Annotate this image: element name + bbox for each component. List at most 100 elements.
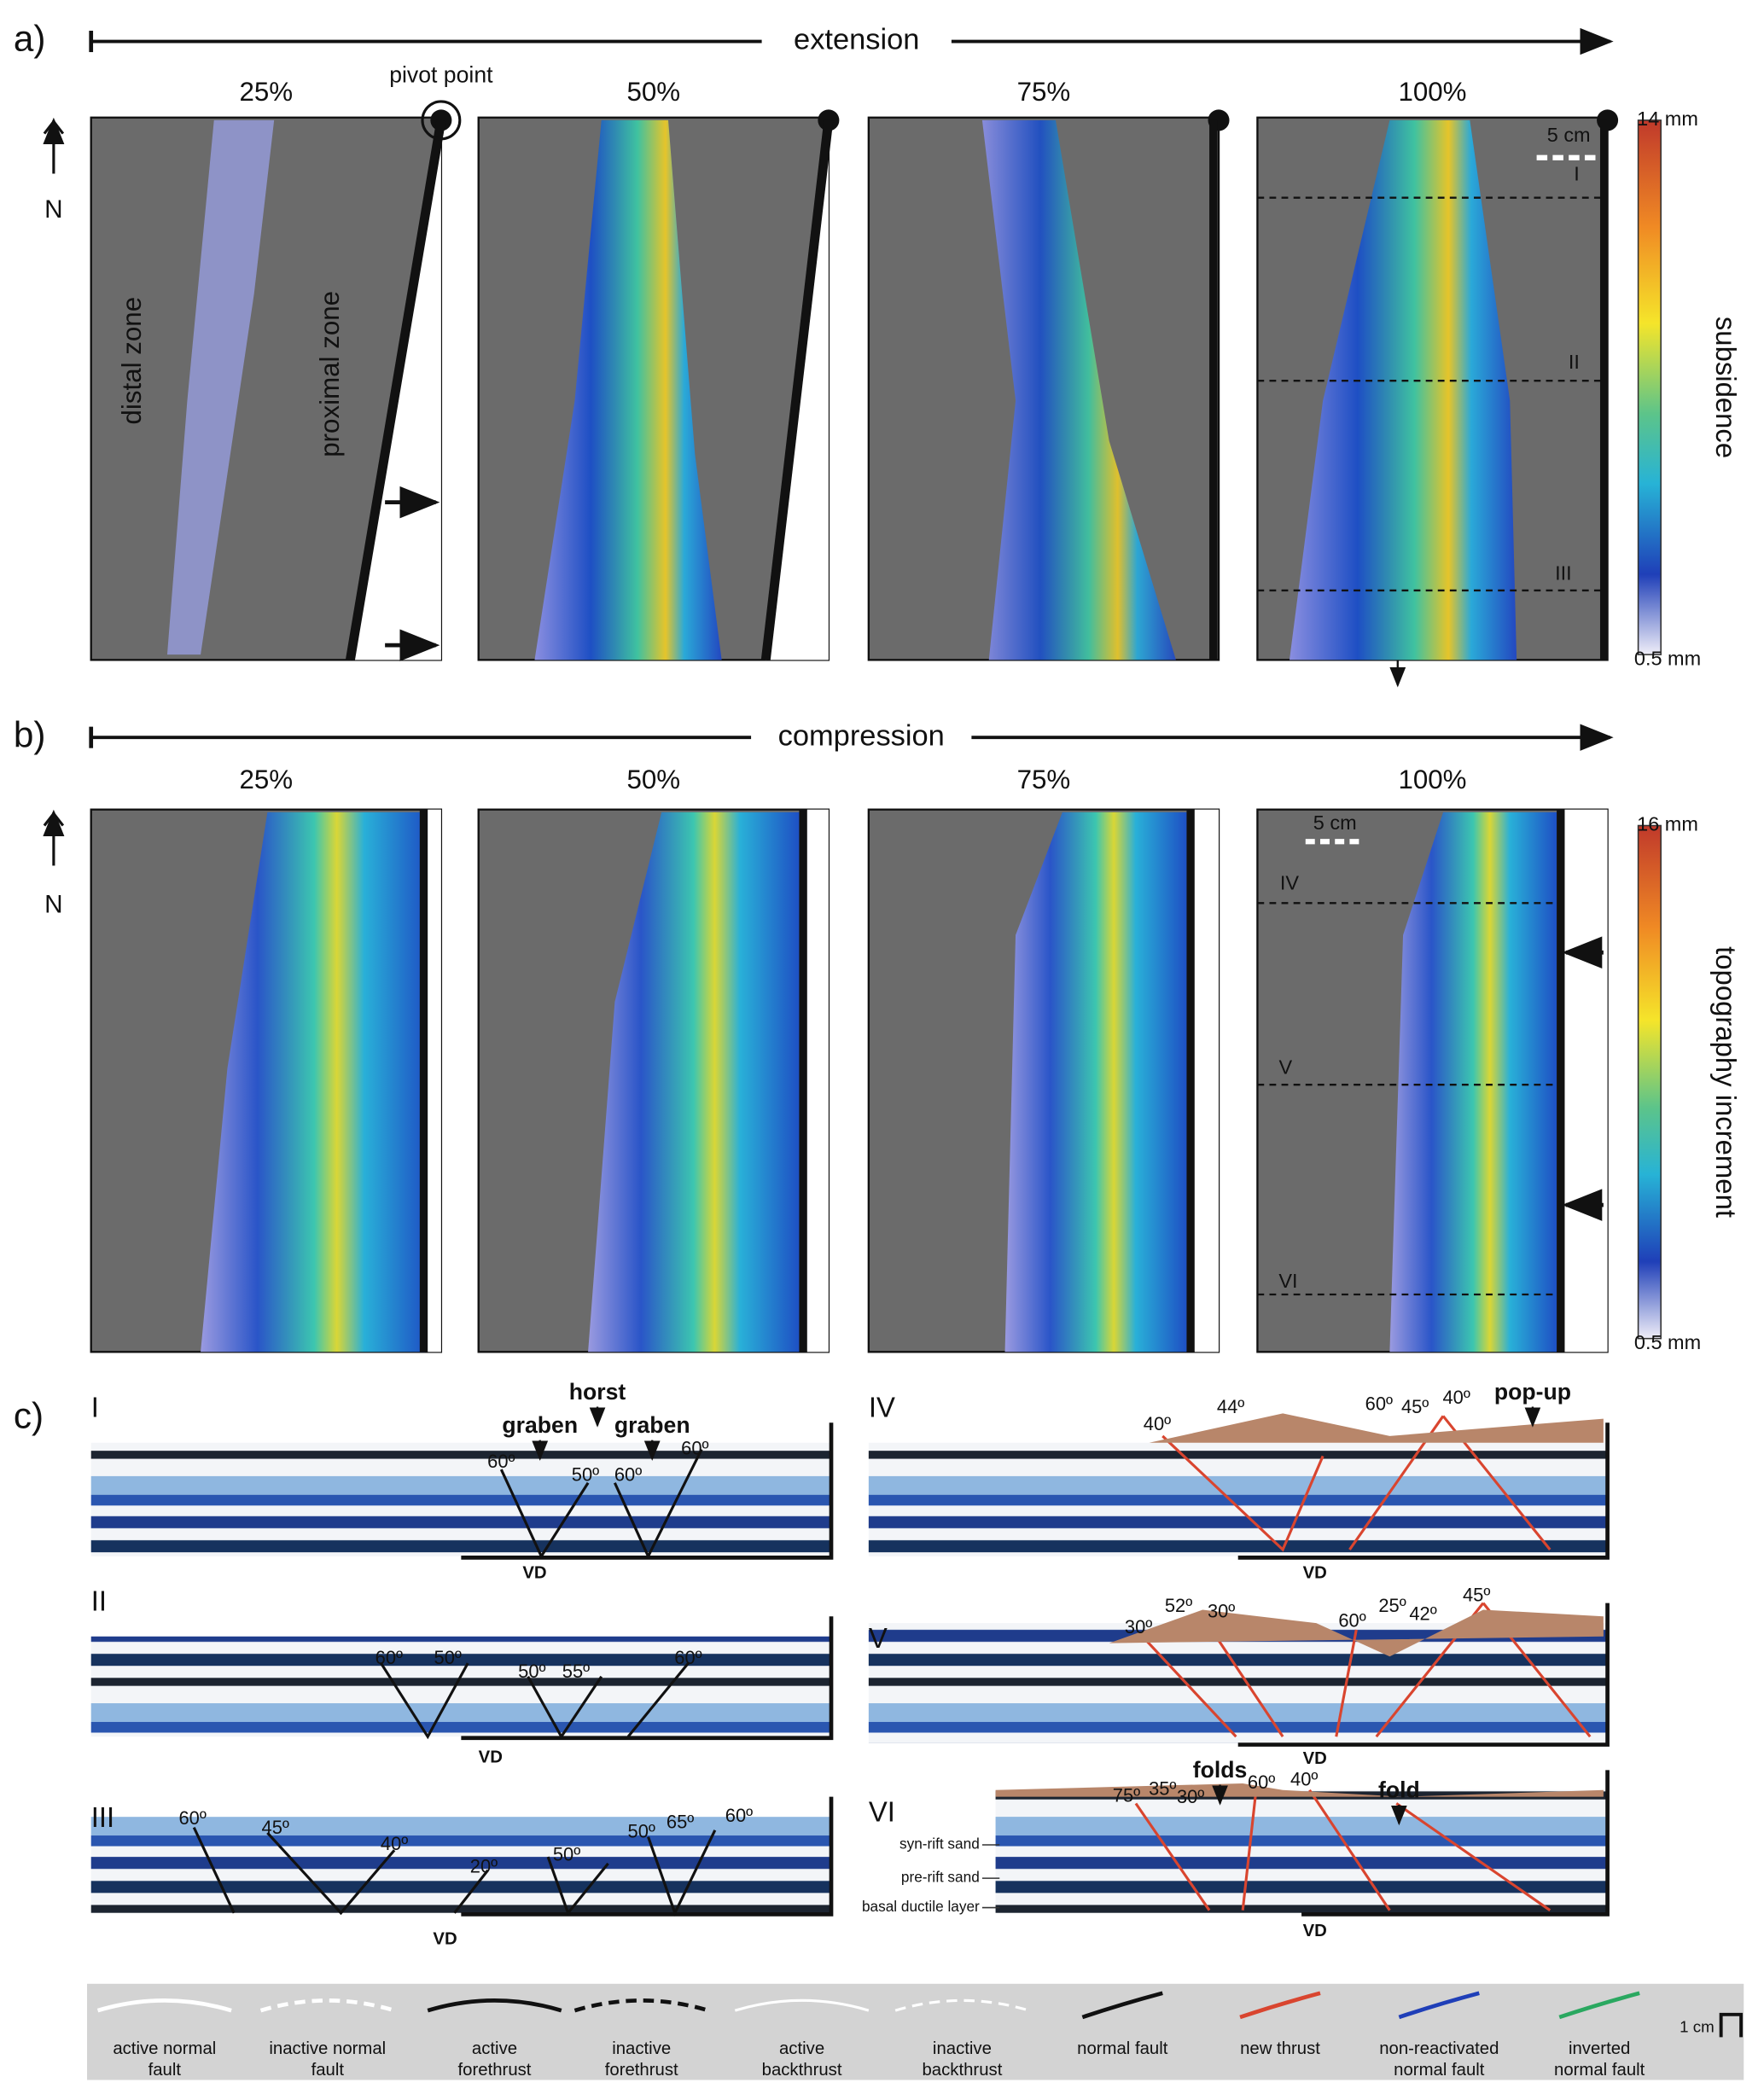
pivot [1597, 109, 1619, 131]
dip-angle: 50º [434, 1647, 462, 1668]
dip-angle: 60º [376, 1647, 403, 1668]
panel-label: b) [14, 714, 46, 754]
colorbar-label: 14 mm [1637, 108, 1698, 130]
colorbar [1637, 824, 1662, 1340]
legend-label: inverted [1569, 2039, 1630, 2058]
legend-label: backthrust [762, 2061, 842, 2080]
legend-label: normal fault [1394, 2061, 1485, 2080]
section-name: III [91, 1801, 114, 1833]
stage-label: 75% [1017, 765, 1071, 794]
uplift [1109, 1609, 1604, 1657]
dip-angle: 50º [628, 1821, 655, 1842]
cross-section [868, 1442, 1608, 1556]
uplift [1149, 1413, 1604, 1443]
fault-trace [1141, 1602, 1592, 1738]
model-frame [461, 1422, 834, 1560]
north-label: N [44, 890, 62, 918]
dip-angle: 20º [470, 1855, 498, 1876]
legend-symbol [1558, 1991, 1640, 2020]
cross-section [90, 1817, 832, 1913]
annotation: graben [614, 1412, 690, 1438]
wall [419, 809, 428, 1352]
subsidence-zone [166, 119, 275, 655]
vd-label: VD [1303, 1564, 1327, 1583]
legend-label: new thrust [1240, 2039, 1320, 2058]
colorbar-title: topography increment [1710, 946, 1742, 1218]
legend-box [87, 1983, 1744, 2080]
stage-label: 50% [626, 765, 680, 794]
section-name: IV [869, 1391, 895, 1422]
section-name: I [91, 1391, 99, 1422]
vd-label: VD [479, 1748, 503, 1767]
model-frame [1237, 1603, 1610, 1747]
legend-label: active [472, 2039, 517, 2058]
dip-angle: 52º [1165, 1595, 1192, 1616]
dip-angle: 55º [562, 1661, 590, 1682]
cross-section [90, 1636, 832, 1737]
plate [428, 809, 441, 1352]
dip-angle: 60º [1365, 1393, 1393, 1415]
legend-symbol [1081, 1991, 1163, 2020]
legend-label: inactive normal [269, 2039, 386, 2058]
dip-angle: 60º [674, 1647, 702, 1668]
topography-zone [1389, 811, 1557, 1352]
stage-label: 25% [239, 765, 293, 794]
section-name: VI [869, 1796, 895, 1828]
fault-trace [380, 1662, 690, 1740]
dip-angle: 50º [518, 1661, 545, 1682]
model-frame [1237, 1422, 1610, 1560]
annotation: fold [1378, 1777, 1420, 1802]
wall [1557, 809, 1565, 1352]
annotation: graben [502, 1412, 578, 1438]
plate [1194, 809, 1220, 1352]
legend-symbol [96, 1998, 232, 2013]
wall [346, 119, 446, 661]
dip-angle: 75º [1113, 1784, 1140, 1806]
north-arrow [43, 811, 65, 827]
north-arrow [43, 119, 65, 135]
colorbar [1637, 119, 1662, 655]
legend-symbol [1239, 1991, 1321, 2020]
dip-angle: 50º [572, 1464, 599, 1486]
fault-trace [499, 1448, 703, 1560]
zone-label: proximal zone [315, 291, 345, 457]
dip-angle: 50º [553, 1843, 580, 1864]
legend-symbol [427, 1998, 562, 2013]
dip-angle: 60º [681, 1437, 708, 1458]
axis-label: extension [794, 24, 919, 56]
section-label: III [1555, 561, 1572, 584]
legend-label: fault [311, 2061, 345, 2080]
colorbar-label: 0.5 mm [1634, 1331, 1701, 1353]
model-frame [461, 1616, 834, 1741]
colorbar-label: 0.5 mm [1634, 648, 1701, 670]
panel-label: a) [14, 19, 46, 59]
dip-angle: 42º [1409, 1603, 1436, 1624]
dip-angle: 45º [1401, 1396, 1429, 1417]
scale-bar [1719, 2012, 1744, 2038]
dip-angle: 30º [1177, 1786, 1204, 1807]
section-name: II [91, 1585, 107, 1616]
dip-angle: 60º [1248, 1771, 1275, 1793]
dip-angle: 60º [487, 1451, 515, 1472]
legend-label: active normal [113, 2039, 216, 2058]
axis-label: compression [778, 719, 945, 752]
section-label: IV [1280, 872, 1300, 894]
colorbar-label: 16 mm [1637, 813, 1698, 835]
pivot-label: pivot point [389, 61, 493, 87]
topography-zone [1004, 811, 1187, 1352]
vd-label: VD [433, 1930, 457, 1949]
annotation: folds [1193, 1757, 1248, 1783]
wall [760, 119, 834, 661]
dip-angle: 40º [1290, 1769, 1318, 1790]
section-name: V [869, 1622, 888, 1654]
uplift [995, 1783, 1604, 1797]
legend-label: active [779, 2039, 824, 2058]
plate [806, 809, 829, 1352]
wall [1186, 809, 1195, 1352]
pivot-rotation [421, 100, 462, 141]
vd-label: VD [1303, 1922, 1327, 1940]
dip-angle: 65º [667, 1812, 694, 1833]
dip-angle: 44º [1217, 1396, 1244, 1417]
dip-angle: 25º [1378, 1595, 1406, 1616]
